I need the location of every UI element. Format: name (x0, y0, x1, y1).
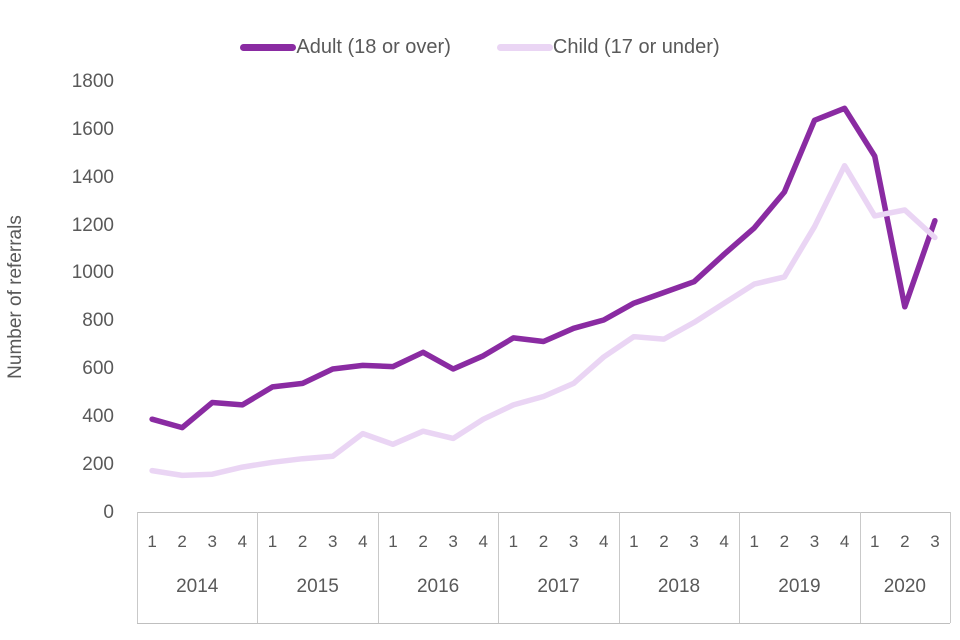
year-label: 2020 (883, 576, 926, 597)
y-tick-label: 200 (82, 453, 114, 475)
year-label: 2019 (778, 576, 821, 597)
quarter-label: 4 (237, 532, 248, 551)
adult-line-swatch-icon (240, 44, 297, 51)
y-tick-label: 600 (82, 358, 114, 379)
quarter-label: 4 (719, 532, 729, 551)
year-separator (377, 512, 379, 623)
y-tick-label: 0 (103, 501, 114, 523)
quarter-label: 4 (358, 532, 368, 551)
quarter-label: 1 (147, 532, 157, 551)
quarter-label: 2 (297, 532, 308, 551)
quarter-label: 1 (508, 532, 519, 551)
year-separator (950, 512, 951, 623)
year-label: 2017 (537, 576, 580, 597)
series-line-child (149, 162, 938, 479)
year-separator (739, 512, 741, 623)
year-label: 2018 (657, 576, 701, 597)
quarter-label: 2 (900, 532, 910, 551)
x-table-bottom-line (137, 623, 950, 624)
legend-item-child: Child (17 or under) (496, 36, 720, 59)
quarter-label: 2 (177, 532, 187, 551)
year-separator (257, 512, 259, 623)
x-axis-line (137, 512, 950, 513)
year-separator (137, 512, 138, 623)
legend-label-adult: Adult (18 or over) (296, 36, 451, 58)
chart-legend: Adult (18 or over) Child (17 or under) (0, 36, 960, 59)
quarter-label: 4 (478, 532, 488, 551)
quarter-label: 1 (388, 532, 398, 551)
quarter-label: 4 (598, 532, 609, 551)
quarter-label: 1 (267, 532, 278, 551)
quarter-label: 2 (538, 532, 549, 551)
y-tick-label: 1400 (71, 166, 114, 188)
quarter-label: 3 (448, 532, 458, 551)
quarter-label: 2 (779, 532, 790, 551)
quarter-label: 3 (327, 532, 338, 551)
year-label: 2014 (176, 576, 219, 597)
y-tick-label: 1000 (71, 262, 114, 284)
quarter-label: 1 (749, 532, 759, 551)
year-separator (618, 512, 620, 623)
quarter-label: 4 (839, 532, 850, 551)
quarter-label: 3 (207, 532, 217, 551)
quarter-label: 3 (689, 532, 699, 551)
y-tick-label: 1200 (71, 214, 114, 236)
y-tick-label: 1800 (71, 71, 114, 92)
year-label: 2016 (416, 576, 460, 597)
legend-label-child: Child (17 or under) (552, 36, 720, 58)
quarter-label: 2 (418, 532, 428, 551)
quarter-label: 3 (930, 532, 940, 551)
year-label: 2015 (296, 576, 339, 597)
quarter-label: 3 (568, 532, 579, 551)
quarter-label: 3 (809, 532, 820, 551)
y-tick-label: 800 (82, 310, 114, 332)
quarter-label: 1 (869, 532, 880, 551)
quarter-label: 1 (629, 532, 639, 551)
year-separator (498, 512, 500, 623)
series-line-adult (149, 105, 938, 431)
quarter-label: 2 (659, 532, 669, 551)
y-tick-label: 1600 (71, 118, 114, 140)
year-separator (859, 512, 861, 623)
legend-item-adult: Adult (18 or over) (240, 36, 451, 59)
child-line-swatch-icon (496, 44, 553, 51)
y-tick-label: 400 (82, 405, 114, 427)
